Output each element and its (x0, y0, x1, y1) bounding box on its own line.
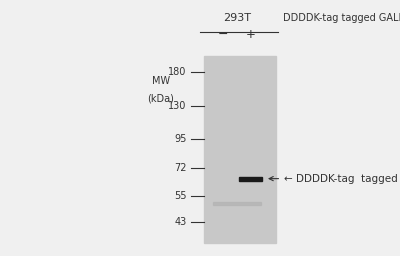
Text: (kDa): (kDa) (148, 94, 174, 104)
Text: MW: MW (152, 77, 170, 87)
Text: 293T: 293T (223, 13, 251, 23)
Text: DDDDK-tag tagged GALNT14: DDDDK-tag tagged GALNT14 (282, 13, 400, 23)
Text: ← DDDDK-tag  tagged GALNT14: ← DDDDK-tag tagged GALNT14 (269, 174, 400, 184)
Text: 180: 180 (168, 67, 187, 77)
Text: 95: 95 (174, 134, 187, 144)
Text: +: + (246, 28, 256, 41)
Text: 43: 43 (174, 217, 187, 227)
Text: 55: 55 (174, 191, 187, 201)
Bar (204, 56, 276, 243)
Text: −: − (218, 28, 228, 41)
Text: 72: 72 (174, 163, 187, 173)
Bar (214, 202, 260, 206)
Text: 130: 130 (168, 101, 187, 111)
Bar (239, 177, 262, 181)
